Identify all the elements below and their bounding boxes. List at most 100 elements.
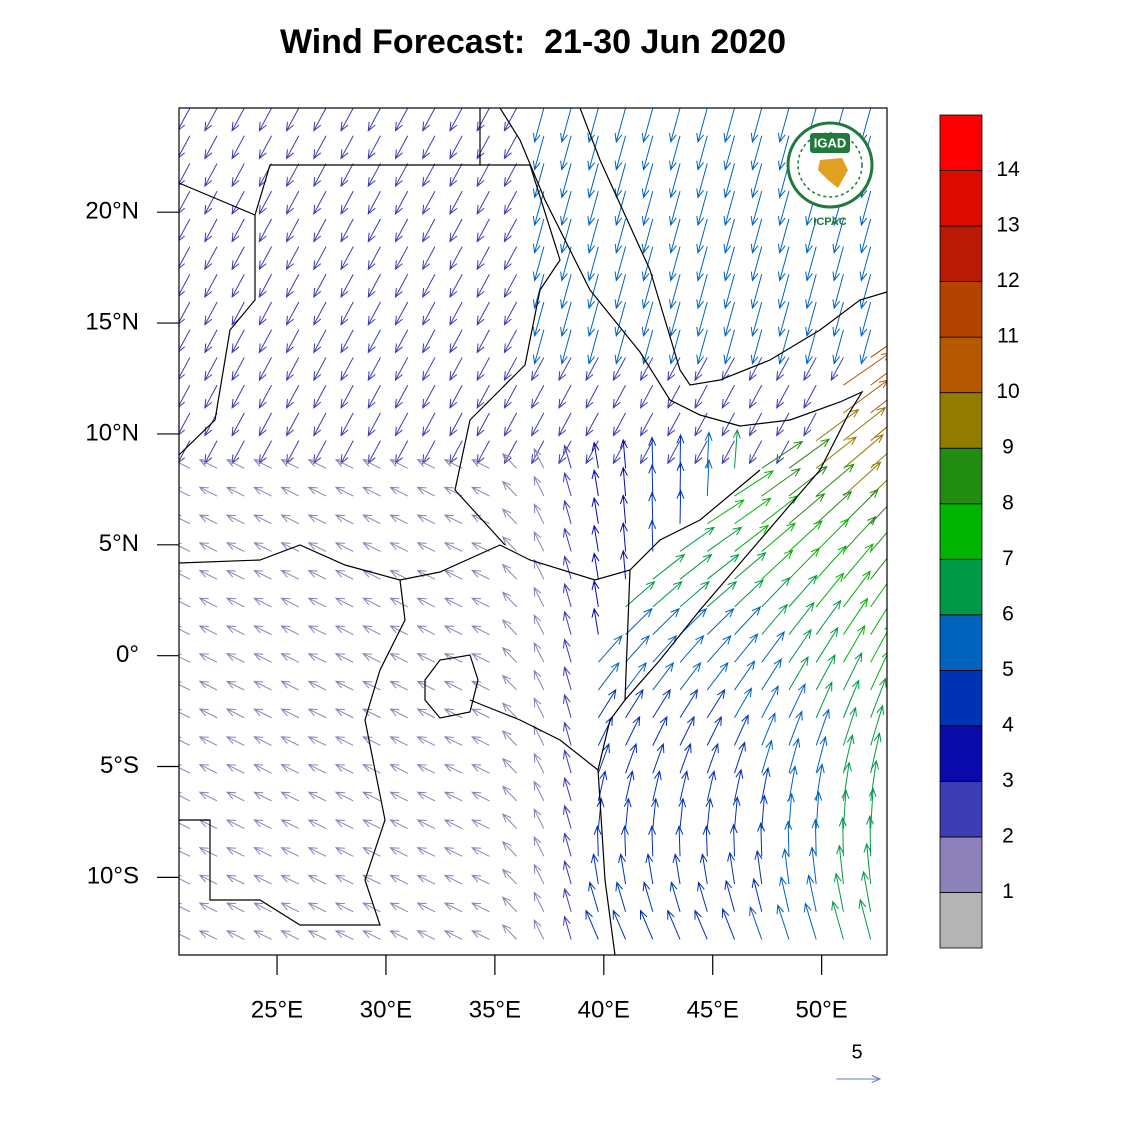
wind-vector [614,246,627,282]
wind-vector [416,819,436,830]
wind-vector [470,736,490,746]
wind-vector [470,625,490,636]
wind-vector [870,557,887,580]
wind-vector [503,190,518,216]
wind-vector [705,797,714,829]
wind-vector [449,274,463,299]
wind-vector [285,301,300,326]
logo-org: ICPAC [813,216,846,228]
wind-vector [501,452,518,469]
wind-vector [727,851,736,885]
wind-vector [501,924,518,940]
wind-vector [591,552,600,580]
wind-vector [204,440,218,465]
wind-vector [859,301,872,338]
wind-vector [625,607,653,635]
arabia-coast [579,108,887,386]
wind-vector [280,597,300,608]
wind-vector [870,399,887,414]
wind-vector [667,357,681,382]
wind-vector [362,542,381,552]
wind-vector [679,715,695,746]
wind-vector [669,108,681,144]
wind-vector [443,680,463,691]
colorbar-label: 3 [1002,769,1014,792]
wind-vector [198,791,218,802]
colorbar-box [939,336,983,394]
wind-vector [761,603,788,635]
wind-vector [706,580,738,608]
wind-vector [723,108,735,144]
wind-vector [334,819,354,830]
wind-vector [706,607,735,635]
wind-vector [669,163,681,199]
wind-vector [307,708,327,719]
wind-vector [394,274,409,299]
wind-vector [669,301,681,338]
wind-vector [866,814,874,857]
colorbar-box [939,114,983,171]
wind-vector [225,514,245,525]
wind-vector [389,708,408,719]
wind-vector [734,768,744,802]
wind-vector [587,135,599,171]
wind-vector [843,379,887,414]
wind-vector [443,902,463,913]
wind-vector [389,597,408,608]
wind-vector [776,384,790,410]
wind-vector [501,702,518,719]
wind-vector [533,863,545,885]
wind-vector [562,665,572,691]
wind-vector [706,715,722,746]
wind-vector [734,497,772,525]
wind-vector [501,674,518,691]
wind-vector [870,759,880,801]
wind-vector [648,519,657,552]
wind-vector [706,770,717,802]
wind-vector [225,930,245,940]
wind-vector [721,357,735,382]
wind-vector [652,688,671,719]
colorbar-box [939,892,983,949]
wind-vector [858,898,872,940]
wind-vector [225,874,245,885]
wind-vector [679,553,713,580]
wind-vector [285,108,300,132]
wind-vector [562,499,572,524]
wind-vector [179,514,191,525]
wind-vector [560,191,572,227]
wind-vector [679,634,705,663]
wind-vector [389,542,408,552]
wind-vector [422,357,436,382]
wind-vector [285,329,300,354]
wind-vector [702,825,711,857]
wind-vector [340,412,354,437]
wind-vector [179,903,191,913]
wind-vector [204,190,218,216]
wind-vector [734,524,770,552]
wind-vector [307,874,327,885]
wind-vector [258,190,273,216]
wind-vector [334,459,354,469]
wind-vector [394,384,409,410]
wind-vector [394,246,409,271]
wind-vector [614,108,627,144]
wind-vector [280,736,300,746]
wind-vector [503,218,518,243]
wind-vector [532,191,545,227]
wind-vector [560,135,572,171]
wind-vector [334,597,354,608]
wind-vector [788,492,826,525]
logo: IGAD ICPAC [786,121,874,228]
colorbar-box [939,725,983,782]
wind-vector [748,440,763,465]
wind-vector [533,503,545,524]
colorbar-label: 13 [996,214,1019,237]
wind-vector [614,274,627,310]
colorbar-box [939,503,983,560]
wind-vector [532,218,545,255]
wind-vector [734,578,764,608]
wind-vector [750,108,763,144]
wind-vector [179,357,191,380]
wind-vector [367,440,381,465]
